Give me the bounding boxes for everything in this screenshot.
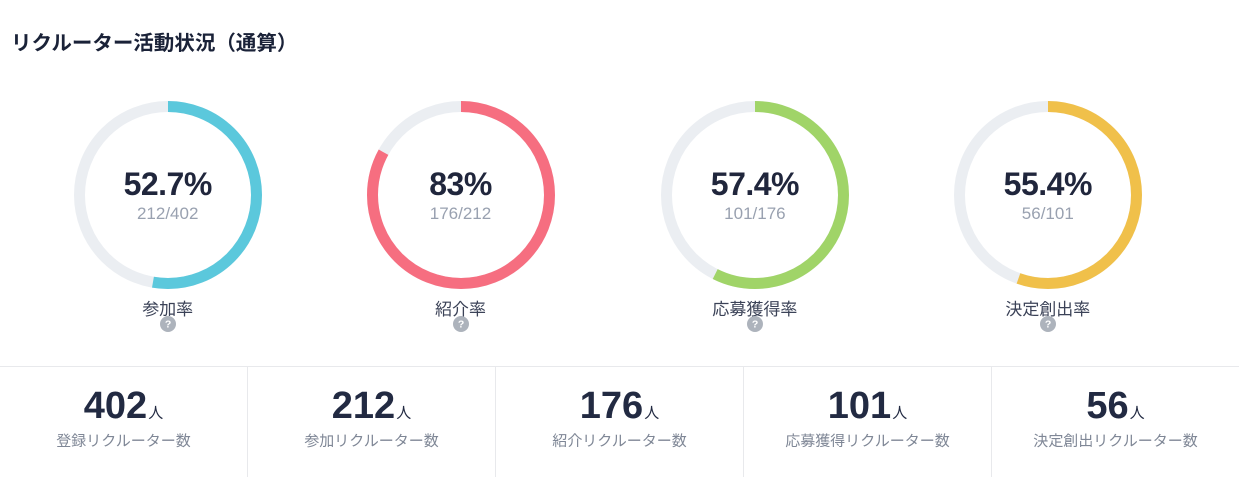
svg-text:?: ? — [752, 319, 758, 331]
svg-text:?: ? — [165, 319, 171, 331]
svg-text:?: ? — [1045, 319, 1051, 331]
svg-text:?: ? — [457, 319, 463, 331]
